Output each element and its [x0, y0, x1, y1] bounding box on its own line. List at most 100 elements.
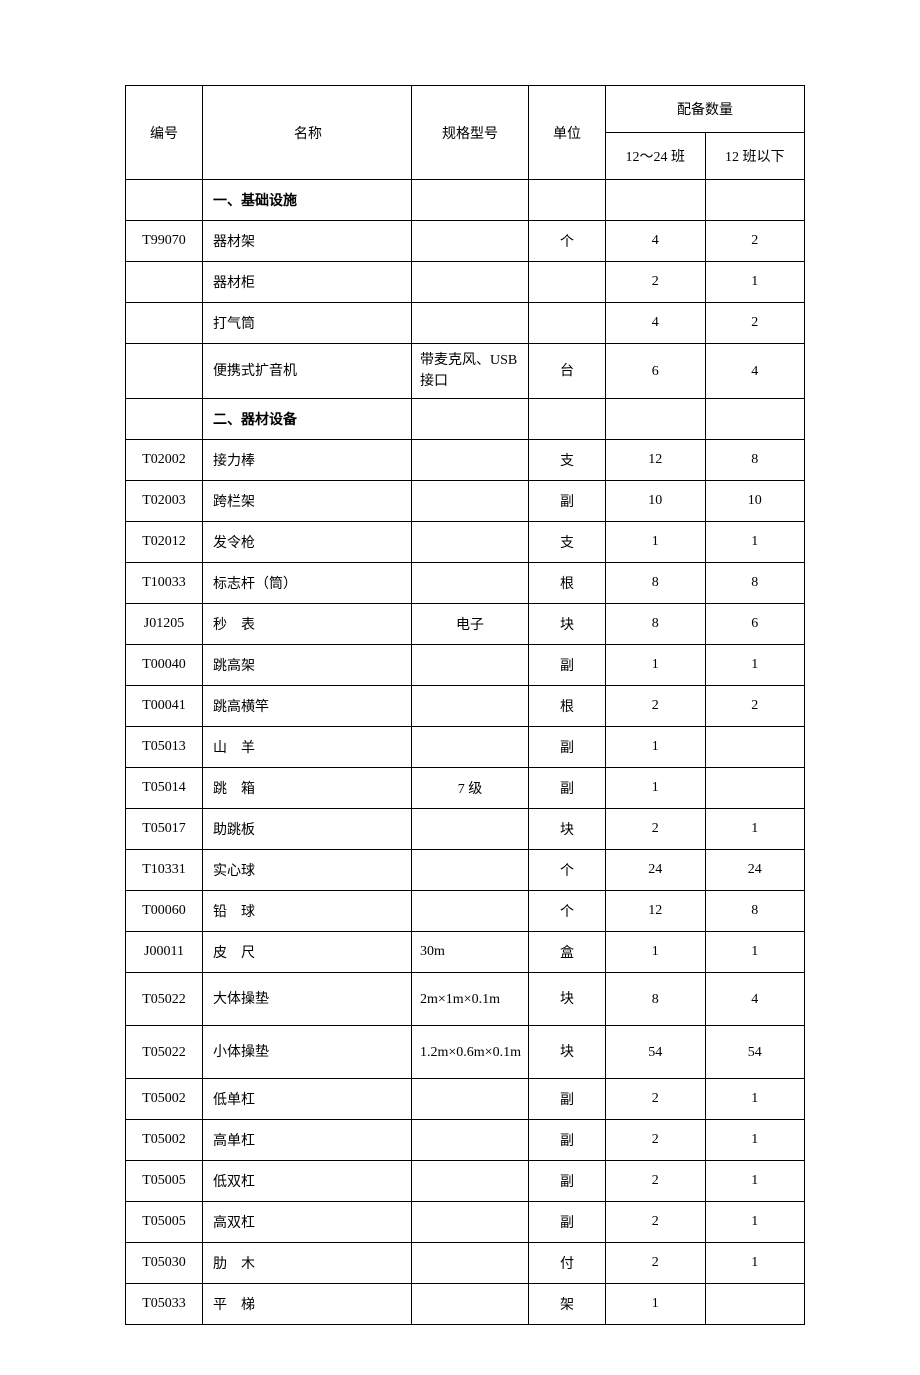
cell-unit — [529, 303, 606, 344]
cell-spec: 2m×1m×0.1m — [412, 973, 529, 1026]
cell-unit — [529, 180, 606, 221]
cell-id: T10033 — [126, 563, 203, 604]
cell-name: 助跳板 — [203, 809, 412, 850]
cell-name: 高单杠 — [203, 1120, 412, 1161]
cell-spec — [412, 303, 529, 344]
cell-qty1: 6 — [606, 344, 706, 399]
cell-spec — [412, 727, 529, 768]
header-spec: 规格型号 — [412, 86, 529, 180]
cell-qty2: 54 — [705, 1026, 805, 1079]
cell-qty2: 24 — [705, 850, 805, 891]
cell-qty2: 1 — [705, 1079, 805, 1120]
cell-qty2: 4 — [705, 973, 805, 1026]
cell-id: J01205 — [126, 604, 203, 645]
cell-unit: 副 — [529, 1202, 606, 1243]
cell-name: 跳 箱 — [203, 768, 412, 809]
cell-unit: 副 — [529, 1079, 606, 1120]
cell-qty1: 8 — [606, 604, 706, 645]
cell-unit: 根 — [529, 563, 606, 604]
cell-name: 山 羊 — [203, 727, 412, 768]
cell-unit: 块 — [529, 1026, 606, 1079]
table-row: T02002接力棒支128 — [126, 440, 805, 481]
table-row: T99070器材架个42 — [126, 221, 805, 262]
cell-spec — [412, 1120, 529, 1161]
cell-qty1: 12 — [606, 440, 706, 481]
cell-id: T05030 — [126, 1243, 203, 1284]
cell-id: T05002 — [126, 1120, 203, 1161]
cell-unit: 个 — [529, 891, 606, 932]
cell-qty1: 1 — [606, 727, 706, 768]
table-row: 一、基础设施 — [126, 180, 805, 221]
table-row: T05033平 梯架1 — [126, 1284, 805, 1325]
cell-name: 高双杠 — [203, 1202, 412, 1243]
cell-qty2 — [705, 727, 805, 768]
cell-qty2 — [705, 399, 805, 440]
table-row: T02003跨栏架副1010 — [126, 481, 805, 522]
cell-id: T00040 — [126, 645, 203, 686]
cell-id: T02003 — [126, 481, 203, 522]
cell-qty2: 1 — [705, 522, 805, 563]
table-row: T05017助跳板块21 — [126, 809, 805, 850]
cell-qty2: 1 — [705, 262, 805, 303]
cell-qty1: 8 — [606, 973, 706, 1026]
cell-id: T05005 — [126, 1161, 203, 1202]
cell-unit: 盒 — [529, 932, 606, 973]
cell-id: T05013 — [126, 727, 203, 768]
table-row: T00060铅 球个128 — [126, 891, 805, 932]
header-unit: 单位 — [529, 86, 606, 180]
cell-id: T02012 — [126, 522, 203, 563]
cell-spec — [412, 262, 529, 303]
cell-qty1: 12 — [606, 891, 706, 932]
cell-id: T05033 — [126, 1284, 203, 1325]
cell-spec: 1.2m×0.6m×0.1m — [412, 1026, 529, 1079]
cell-unit: 根 — [529, 686, 606, 727]
cell-id: T10331 — [126, 850, 203, 891]
cell-id: T05014 — [126, 768, 203, 809]
cell-qty1: 1 — [606, 522, 706, 563]
cell-id: T05022 — [126, 973, 203, 1026]
cell-id — [126, 180, 203, 221]
cell-qty2: 2 — [705, 221, 805, 262]
cell-qty2: 1 — [705, 1161, 805, 1202]
cell-unit: 架 — [529, 1284, 606, 1325]
cell-spec — [412, 221, 529, 262]
header-qty-group: 配备数量 — [606, 86, 805, 133]
cell-qty1: 1 — [606, 1284, 706, 1325]
cell-qty1: 1 — [606, 645, 706, 686]
cell-id: T05022 — [126, 1026, 203, 1079]
cell-qty1: 2 — [606, 1202, 706, 1243]
table-body: 一、基础设施T99070器材架个42器材柜21打气筒42便携式扩音机带麦克风、U… — [126, 180, 805, 1325]
table-row: T05002低单杠副21 — [126, 1079, 805, 1120]
cell-qty2 — [705, 1284, 805, 1325]
cell-qty2: 10 — [705, 481, 805, 522]
cell-unit: 块 — [529, 809, 606, 850]
cell-unit: 副 — [529, 768, 606, 809]
cell-spec — [412, 399, 529, 440]
cell-spec: 带麦克风、USB 接口 — [412, 344, 529, 399]
cell-spec — [412, 645, 529, 686]
table-row: T05030肋 木付21 — [126, 1243, 805, 1284]
cell-unit: 台 — [529, 344, 606, 399]
cell-name: 实心球 — [203, 850, 412, 891]
cell-id: J00011 — [126, 932, 203, 973]
header-id: 编号 — [126, 86, 203, 180]
cell-name: 小体操垫 — [203, 1026, 412, 1079]
table-row: J00011皮 尺30m盒11 — [126, 932, 805, 973]
document-page: 编号 名称 规格型号 单位 配备数量 12～24 班 12 班以下 一、基础设施… — [0, 0, 920, 1375]
cell-name: 低双杠 — [203, 1161, 412, 1202]
cell-id: T00060 — [126, 891, 203, 932]
cell-qty1: 2 — [606, 809, 706, 850]
cell-qty1: 54 — [606, 1026, 706, 1079]
cell-spec: 电子 — [412, 604, 529, 645]
cell-unit: 副 — [529, 481, 606, 522]
cell-id: T05002 — [126, 1079, 203, 1120]
cell-qty2: 2 — [705, 686, 805, 727]
cell-unit: 个 — [529, 850, 606, 891]
cell-unit: 支 — [529, 522, 606, 563]
cell-qty2: 1 — [705, 1202, 805, 1243]
cell-spec — [412, 686, 529, 727]
cell-unit — [529, 262, 606, 303]
header-qty1: 12～24 班 — [606, 133, 706, 180]
cell-name: 接力棒 — [203, 440, 412, 481]
cell-unit: 块 — [529, 973, 606, 1026]
